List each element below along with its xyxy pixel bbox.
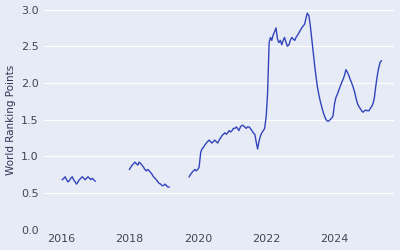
Y-axis label: World Ranking Points: World Ranking Points xyxy=(6,64,16,175)
